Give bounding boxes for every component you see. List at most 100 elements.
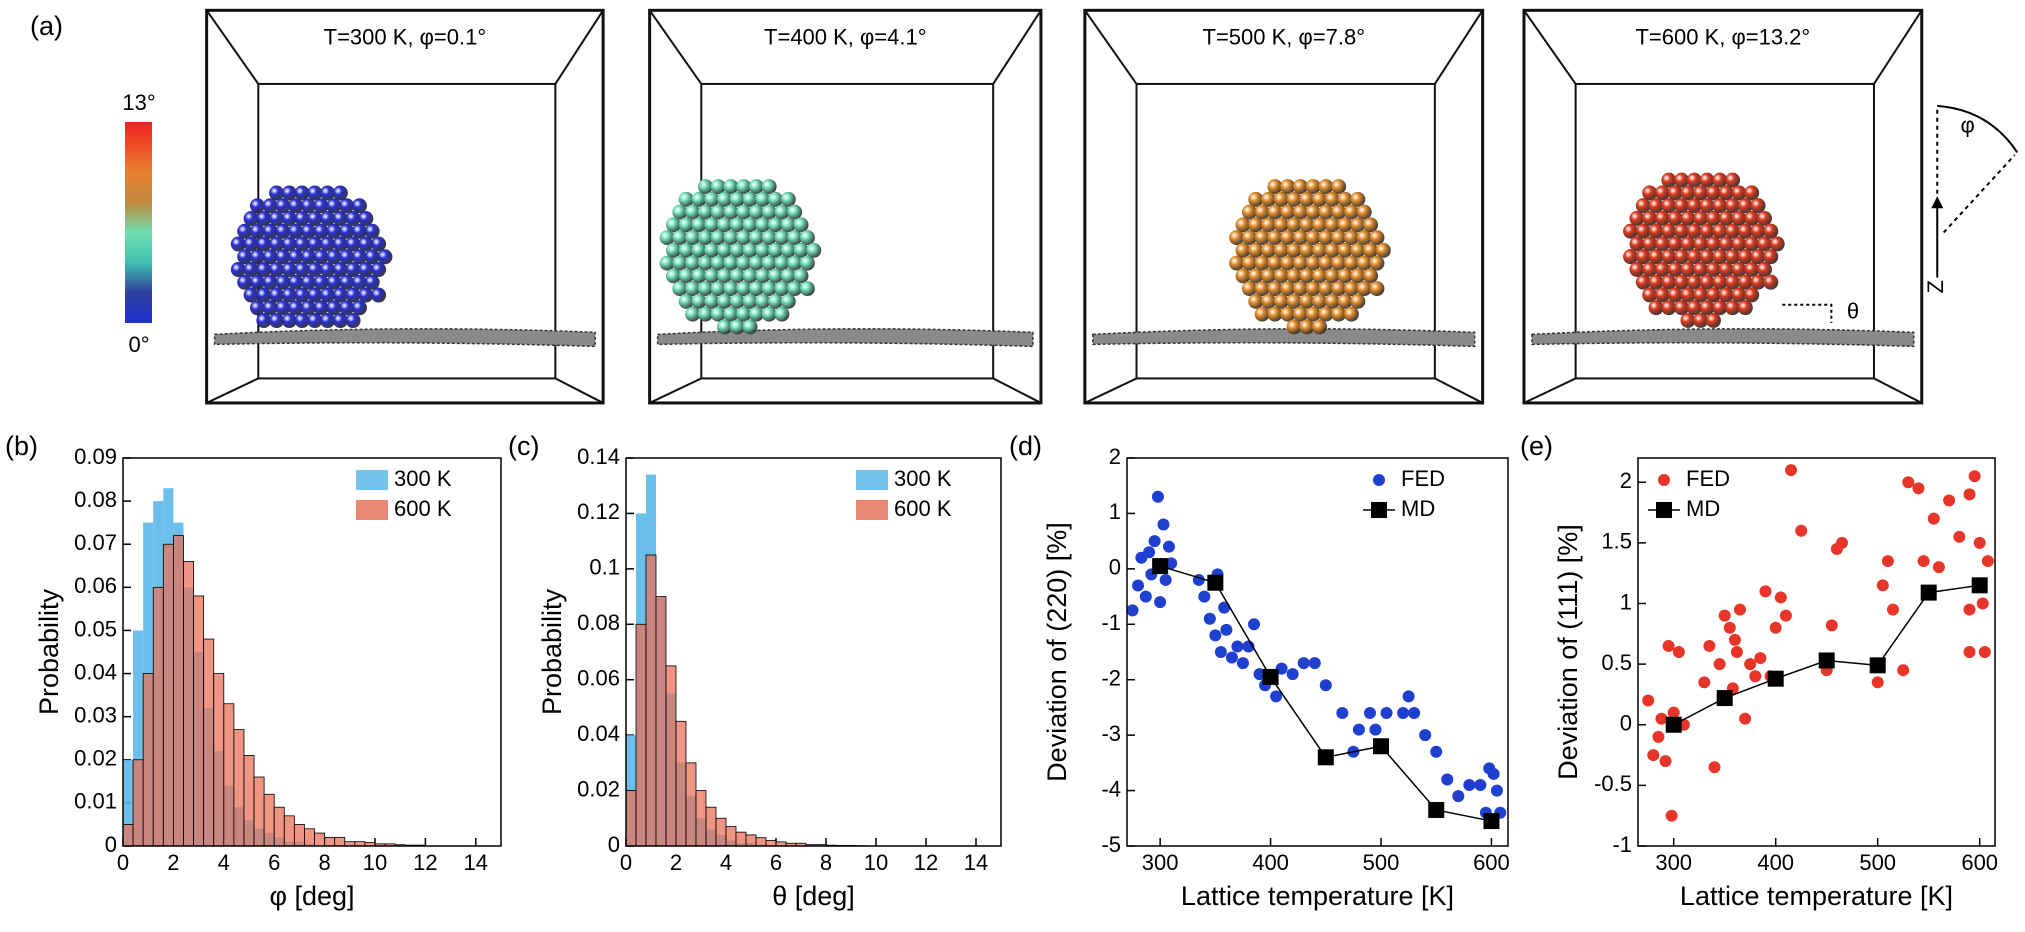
atom (704, 217, 720, 233)
atom (1642, 210, 1658, 226)
fed-point (1785, 464, 1797, 477)
atom (1705, 287, 1721, 303)
atom (1337, 293, 1353, 309)
atom (742, 217, 758, 233)
atom (729, 217, 745, 233)
atom (1686, 300, 1702, 316)
fed-point (1203, 612, 1216, 625)
atom (1712, 249, 1728, 265)
atom (364, 223, 380, 239)
histogram-bar (193, 595, 205, 847)
atom (1343, 255, 1359, 271)
x-tick-label: 500 (1859, 850, 1896, 875)
atom (332, 313, 348, 329)
histogram-bar (334, 836, 346, 847)
atom (1254, 204, 1270, 220)
histogram-bar (293, 824, 305, 847)
panel-label: (a) (30, 11, 63, 41)
atom (332, 287, 348, 303)
atom (1718, 261, 1734, 277)
box-edge (1523, 9, 1577, 85)
atom (691, 217, 707, 233)
atom (1705, 312, 1721, 328)
atom (358, 287, 374, 303)
atom (256, 236, 272, 252)
histogram-bar (233, 729, 245, 847)
atom (1661, 300, 1677, 316)
atom (1312, 319, 1328, 335)
atom (1648, 300, 1664, 316)
atom (332, 211, 348, 227)
box-edge (554, 377, 604, 404)
atom (288, 274, 304, 290)
atom (256, 211, 272, 227)
y-tick-label: 0 (608, 832, 620, 857)
atom (351, 198, 367, 214)
atom (1286, 242, 1302, 258)
atom (1305, 281, 1321, 297)
atom (243, 211, 259, 227)
y-tick-label: 0.02 (74, 746, 117, 771)
panel-title: T=400 K, φ=4.1° (764, 25, 927, 50)
fed-point (1148, 535, 1161, 548)
fed-point (1126, 604, 1139, 617)
atom (1280, 230, 1296, 246)
atom (249, 198, 265, 214)
box-edge (992, 9, 1042, 85)
theta-label: θ (1847, 298, 1859, 323)
atom (243, 236, 259, 252)
atom (1241, 255, 1257, 271)
atom (1267, 281, 1283, 297)
atom (1254, 306, 1270, 322)
atom (1680, 210, 1696, 226)
atom (339, 223, 355, 239)
atom (1674, 249, 1690, 265)
box-edge (1084, 377, 1137, 404)
atom (1648, 274, 1664, 290)
atom (1343, 306, 1359, 322)
fed-point (1887, 603, 1899, 616)
x-tick-label: 12 (914, 850, 938, 875)
atom (761, 255, 777, 271)
md-line (1159, 565, 1492, 822)
atom (1235, 217, 1251, 233)
md-point (1317, 749, 1334, 766)
atom (1718, 185, 1734, 201)
histogram-bar (162, 543, 174, 847)
atom (237, 223, 253, 239)
fed-point (1774, 591, 1787, 604)
atom (1312, 217, 1328, 233)
atom (1725, 300, 1741, 316)
atom (1292, 179, 1308, 195)
box-edge (649, 377, 702, 404)
histogram-bar (635, 623, 647, 847)
atom (672, 281, 688, 297)
histogram-bar (183, 561, 194, 847)
atom (1661, 249, 1677, 265)
x-axis-label: Lattice temperature [K] (1181, 881, 1454, 911)
atom (1654, 261, 1670, 277)
atom (1280, 255, 1296, 271)
colorbar-label: 0° (128, 332, 149, 357)
histogram-bar (685, 762, 697, 847)
substrate (1092, 328, 1476, 348)
atom (780, 191, 796, 207)
md-point (1152, 558, 1169, 575)
fed-point (1659, 755, 1672, 768)
atom (1350, 293, 1366, 309)
fed-point (1157, 518, 1170, 531)
fed-point (1363, 706, 1376, 719)
histogram-bar (223, 703, 235, 847)
legend-swatch (856, 470, 888, 490)
histogram-bar (715, 817, 727, 847)
fed-point (1836, 536, 1848, 549)
x-axis-label: θ [deg] (772, 881, 855, 911)
atom (249, 223, 265, 239)
atom (697, 230, 713, 246)
fed-point (1963, 488, 1976, 501)
atom (1229, 230, 1245, 246)
atom (1324, 268, 1340, 284)
atom (281, 211, 297, 227)
box-frame (648, 8, 1043, 405)
